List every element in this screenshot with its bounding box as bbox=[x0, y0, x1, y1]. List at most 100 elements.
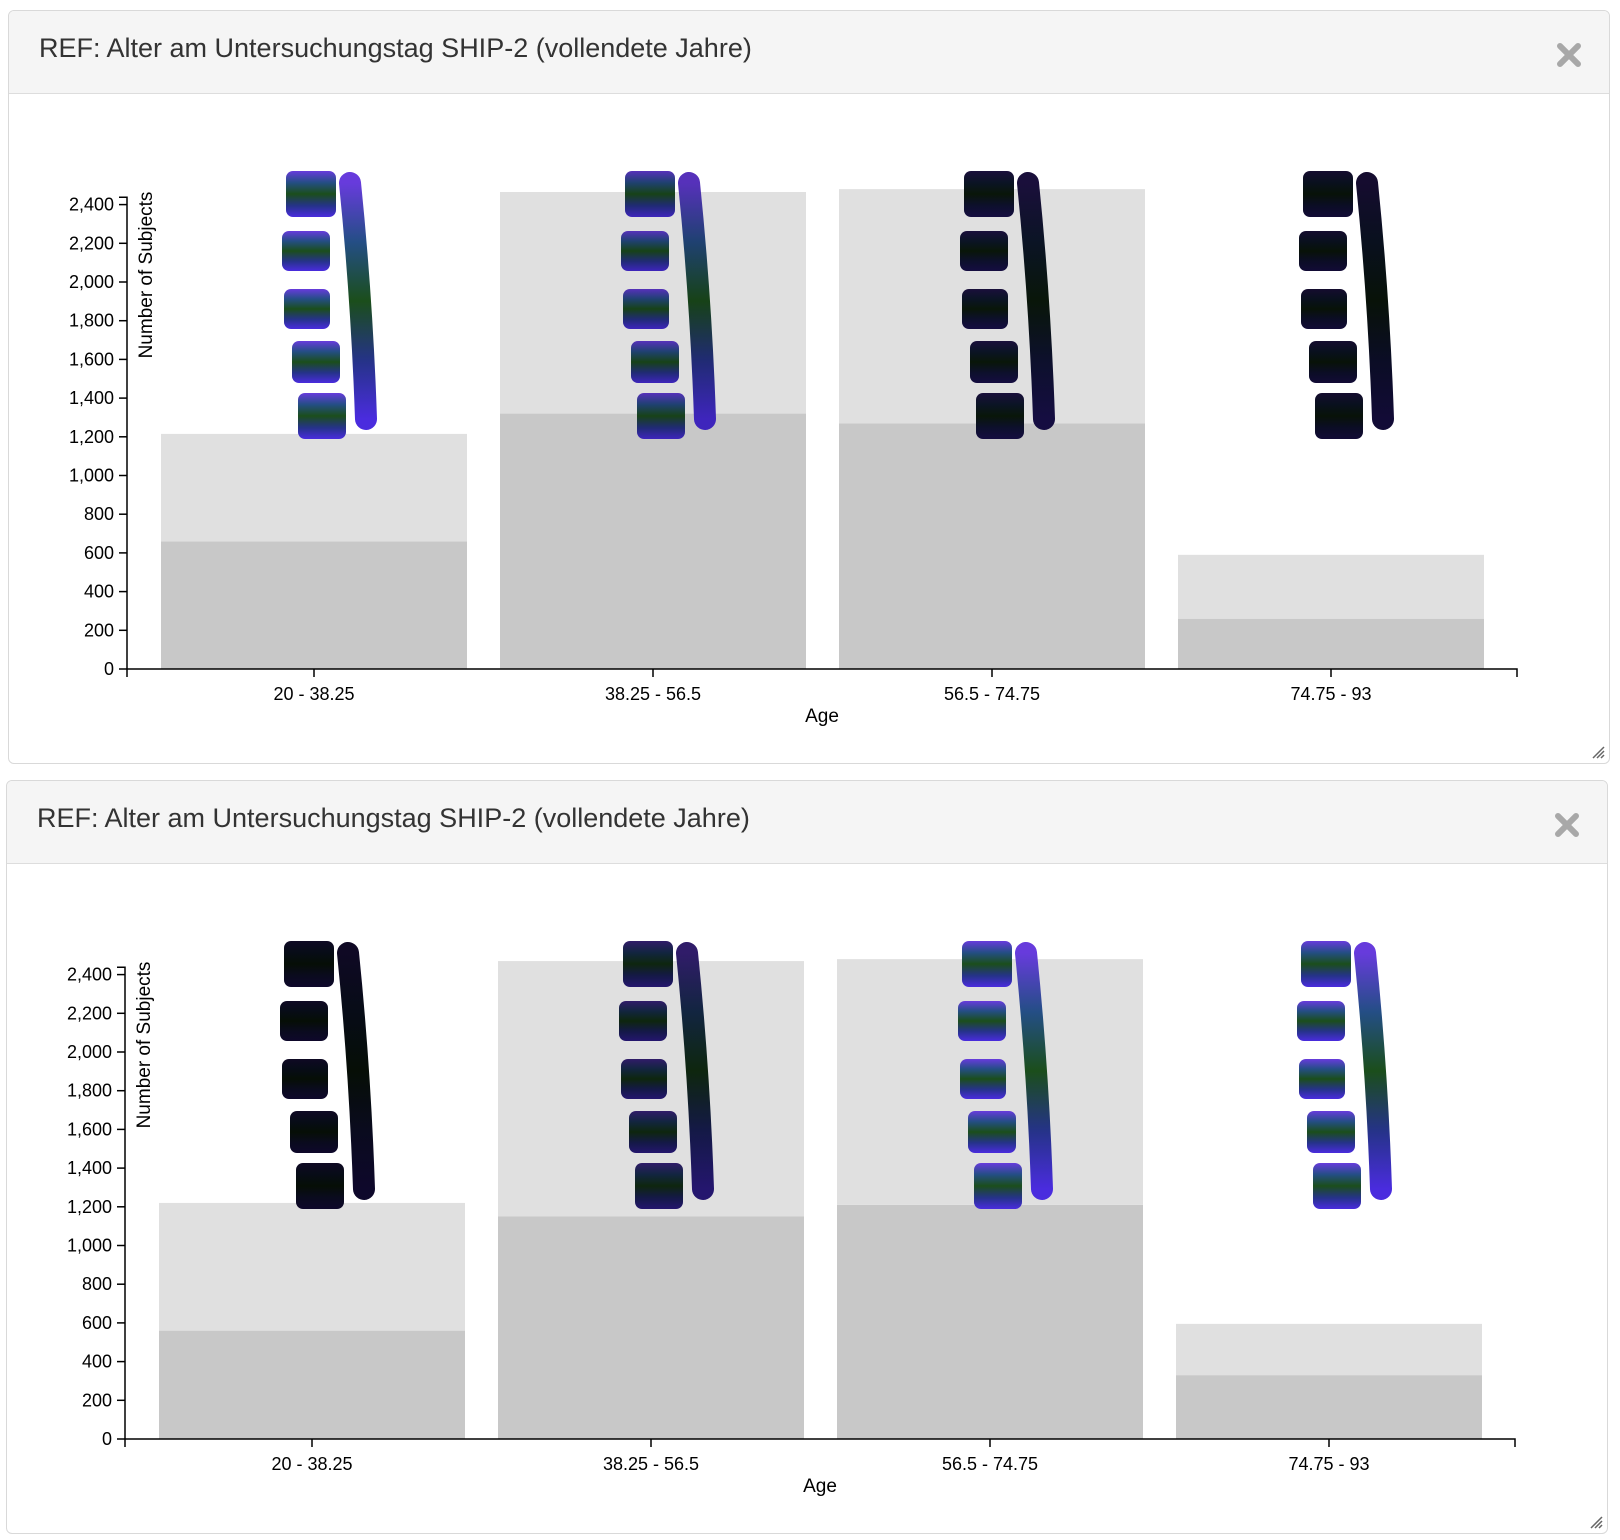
y-tick-label-800: 800 bbox=[84, 504, 114, 524]
spinal-cord bbox=[1015, 942, 1053, 1200]
vertebra-3 bbox=[623, 289, 669, 329]
x-tick-label-2: 38.25 - 56.5 bbox=[605, 684, 701, 704]
spine-illustration-4 bbox=[1297, 941, 1392, 1209]
spinal-cord bbox=[339, 172, 377, 430]
spine-illustration-3 bbox=[960, 171, 1055, 439]
spinal-cord bbox=[676, 942, 714, 1200]
vertebra-4 bbox=[631, 341, 679, 383]
bar-3-segment-1[interactable] bbox=[839, 423, 1145, 669]
panel-header: REF: Alter am Untersuchungstag SHIP-2 (v… bbox=[7, 781, 1607, 864]
y-tick-label-1000: 1,000 bbox=[67, 1236, 112, 1256]
y-tick-label-1600: 1,600 bbox=[69, 349, 114, 369]
bar-1-segment-1[interactable] bbox=[159, 1330, 465, 1439]
resize-handle-icon[interactable] bbox=[1589, 743, 1605, 759]
spinal-cord bbox=[1017, 172, 1055, 430]
histogram-chart: 0 200 400 600 800 1,000 1,200 1,400 1,600 1,800 2,… bbox=[67, 941, 1516, 1497]
x-axis-title: Age bbox=[803, 1476, 837, 1497]
y-tick-label-2400: 2,400 bbox=[69, 195, 114, 215]
spine-illustration-2 bbox=[619, 941, 714, 1209]
spinal-cord bbox=[1354, 942, 1392, 1200]
y-tick-label-200: 200 bbox=[82, 1390, 112, 1410]
spine-illustration-4 bbox=[1299, 171, 1394, 439]
panel-title: REF: Alter am Untersuchungstag SHIP-2 (v… bbox=[39, 33, 752, 63]
vertebra-2 bbox=[282, 231, 330, 271]
close-icon[interactable] bbox=[1553, 811, 1581, 839]
y-tick-label-0: 0 bbox=[102, 1429, 112, 1449]
spine-illustration-1 bbox=[282, 171, 377, 439]
vertebra-5 bbox=[298, 393, 346, 439]
bar-2-segment-1[interactable] bbox=[498, 1216, 804, 1439]
vertebra-4 bbox=[1309, 341, 1357, 383]
y-axis-line bbox=[119, 196, 128, 669]
spinal-cord bbox=[678, 172, 716, 430]
y-axis-title: Number of Subjects bbox=[134, 962, 155, 1129]
vertebra-2 bbox=[1299, 231, 1347, 271]
bar-4-segment-1[interactable] bbox=[1176, 1375, 1482, 1439]
vertebra-4 bbox=[290, 1111, 338, 1153]
chart-panel-2: REF: Alter am Untersuchungstag SHIP-2 (v… bbox=[6, 780, 1608, 1534]
vertebra-3 bbox=[1299, 1059, 1345, 1099]
vertebra-1 bbox=[1301, 941, 1351, 987]
y-tick-label-200: 200 bbox=[84, 620, 114, 640]
spine-illustration-3 bbox=[958, 941, 1053, 1209]
spine-illustration-1 bbox=[280, 941, 375, 1209]
vertebra-3 bbox=[621, 1059, 667, 1099]
y-tick-label-2000: 2,000 bbox=[67, 1042, 112, 1062]
panel-header: REF: Alter am Untersuchungstag SHIP-2 (v… bbox=[9, 11, 1609, 94]
vertebra-5 bbox=[637, 393, 685, 439]
x-axis-line bbox=[124, 1438, 1516, 1447]
y-tick-label-1200: 1,200 bbox=[69, 427, 114, 447]
vertebra-5 bbox=[976, 393, 1024, 439]
bar-3-segment-1[interactable] bbox=[837, 1204, 1143, 1439]
histogram-chart: 0 200 400 600 800 1,000 1,200 1,400 1,600 1,800 2,… bbox=[69, 171, 1518, 727]
vertebra-5 bbox=[1315, 393, 1363, 439]
y-tick-label-1400: 1,400 bbox=[67, 1158, 112, 1178]
resize-handle-icon[interactable] bbox=[1587, 1513, 1603, 1529]
vertebra-3 bbox=[282, 1059, 328, 1099]
x-tick-label-2: 38.25 - 56.5 bbox=[603, 1454, 699, 1474]
y-tick-label-600: 600 bbox=[84, 543, 114, 563]
bar-2-segment-1[interactable] bbox=[500, 413, 806, 669]
y-tick-label-1200: 1,200 bbox=[67, 1197, 112, 1217]
close-icon[interactable] bbox=[1555, 41, 1583, 69]
y-tick-label-400: 400 bbox=[84, 582, 114, 602]
y-axis-line bbox=[117, 966, 126, 1439]
vertebra-3 bbox=[1301, 289, 1347, 329]
y-tick-label-0: 0 bbox=[104, 659, 114, 679]
vertebra-2 bbox=[619, 1001, 667, 1041]
spinal-cord bbox=[1356, 172, 1394, 430]
y-axis-title: Number of Subjects bbox=[136, 192, 157, 359]
vertebra-2 bbox=[280, 1001, 328, 1041]
y-tick-label-800: 800 bbox=[82, 1274, 112, 1294]
vertebra-3 bbox=[284, 289, 330, 329]
vertebra-5 bbox=[974, 1163, 1022, 1209]
x-axis-title: Age bbox=[805, 706, 839, 727]
vertebra-1 bbox=[964, 171, 1014, 217]
x-tick-label-3: 56.5 - 74.75 bbox=[942, 1454, 1038, 1474]
vertebra-2 bbox=[958, 1001, 1006, 1041]
vertebra-1 bbox=[286, 171, 336, 217]
vertebra-4 bbox=[1307, 1111, 1355, 1153]
vertebra-1 bbox=[625, 171, 675, 217]
bar-4-segment-2[interactable] bbox=[1176, 1323, 1482, 1376]
vertebra-1 bbox=[623, 941, 673, 987]
vertebra-5 bbox=[635, 1163, 683, 1209]
bar-4-segment-2[interactable] bbox=[1178, 554, 1484, 619]
vertebra-1 bbox=[284, 941, 334, 987]
bar-1-segment-2[interactable] bbox=[159, 1202, 465, 1331]
vertebra-4 bbox=[968, 1111, 1016, 1153]
chart-panel-1: REF: Alter am Untersuchungstag SHIP-2 (v… bbox=[8, 10, 1610, 764]
vertebra-1 bbox=[1303, 171, 1353, 217]
y-tick-label-2000: 2,000 bbox=[69, 272, 114, 292]
y-tick-label-1800: 1,800 bbox=[67, 1081, 112, 1101]
y-tick-label-2400: 2,400 bbox=[67, 965, 112, 985]
y-tick-label-1800: 1,800 bbox=[69, 311, 114, 331]
bar-4-segment-1[interactable] bbox=[1178, 618, 1484, 669]
bar-1-segment-1[interactable] bbox=[161, 541, 467, 669]
y-tick-label-2200: 2,200 bbox=[69, 233, 114, 253]
vertebra-3 bbox=[962, 289, 1008, 329]
bar-1-segment-2[interactable] bbox=[161, 433, 467, 542]
vertebra-4 bbox=[970, 341, 1018, 383]
panel-title: REF: Alter am Untersuchungstag SHIP-2 (v… bbox=[37, 803, 750, 833]
x-tick-label-1: 20 - 38.25 bbox=[273, 684, 354, 704]
